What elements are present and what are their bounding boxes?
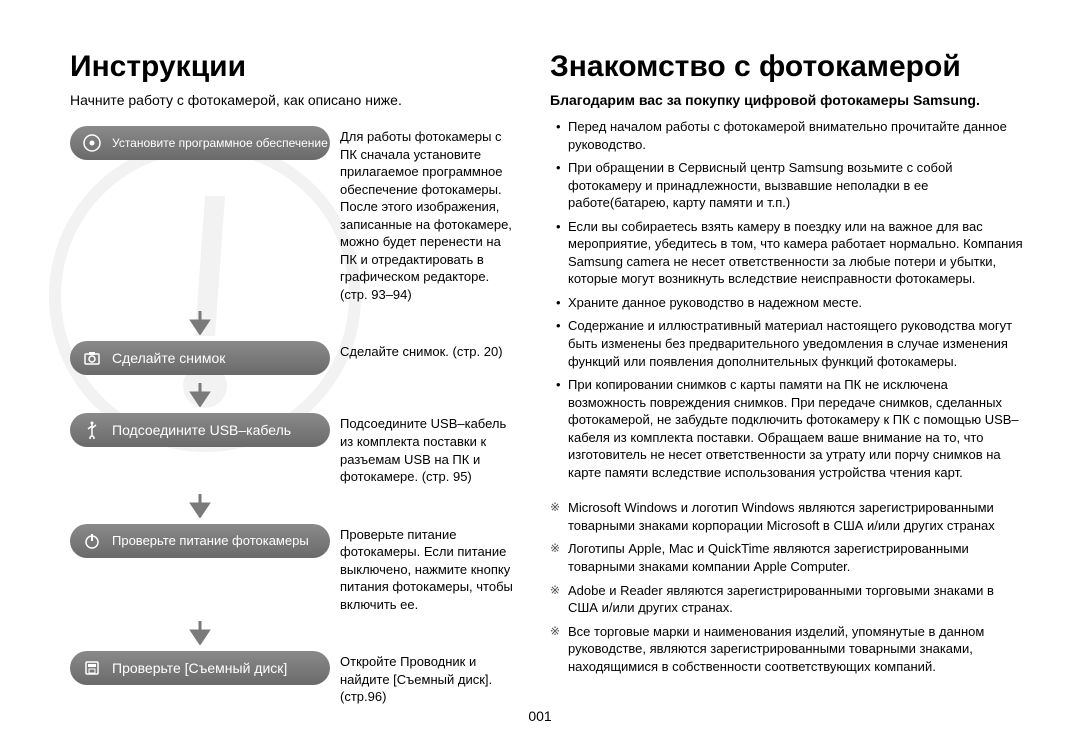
bullet-item: Храните данное руководство в надежном ме… xyxy=(550,294,1025,312)
arrow-row xyxy=(70,309,330,335)
disk-icon xyxy=(82,658,102,678)
note-item: Все торговые марки и наименования издели… xyxy=(550,623,1025,676)
step-desc: Проверьте питание фотокамеры. Если питан… xyxy=(340,524,520,614)
thanks-text: Благодарим вас за покупку цифровой фоток… xyxy=(550,92,1025,108)
step-row: Проверьте питание фотокамеры Проверьте п… xyxy=(70,524,520,614)
step-pill-power: Проверьте питание фотокамеры xyxy=(70,524,330,558)
bullet-item: При обращении в Сервисный центр Samsung … xyxy=(550,159,1025,212)
notes-list: Microsoft Windows и логотип Windows явля… xyxy=(550,499,1025,675)
step-pill-usb: Подсоедините USB–кабель xyxy=(70,413,330,447)
step-desc: Для работы фотокамеры с ПК сначала устан… xyxy=(340,126,520,303)
arrow-down-icon xyxy=(188,492,212,518)
step-desc: Подсоедините USB–кабель из комплекта пос… xyxy=(340,413,520,485)
arrow-row xyxy=(70,492,330,518)
page-root: Инструкции Начните работу с фотокамерой,… xyxy=(0,0,1080,740)
step-row: Установите программное обеспечение Для р… xyxy=(70,126,520,303)
arrow-down-icon xyxy=(188,309,212,335)
note-item: Adobe и Reader являются зарегистрированн… xyxy=(550,582,1025,617)
arrow-row xyxy=(70,619,330,645)
bullet-list: Перед началом работы с фотокамерой внима… xyxy=(550,118,1025,481)
step-desc: Откройте Проводник и найдите [Съемный ди… xyxy=(340,651,520,706)
arrow-row xyxy=(70,381,330,407)
note-item: Логотипы Apple, Mac и QuickTime являются… xyxy=(550,540,1025,575)
left-column: Инструкции Начните работу с фотокамерой,… xyxy=(70,50,520,710)
arrow-down-icon xyxy=(188,381,212,407)
arrow-down-icon xyxy=(188,619,212,645)
page-number: 001 xyxy=(0,708,1080,724)
bullet-item: Содержание и иллюстративный материал нас… xyxy=(550,317,1025,370)
step-pill-disk: Проверьте [Съемный диск] xyxy=(70,651,330,685)
step-row: Проверьте [Съемный диск] Откройте Провод… xyxy=(70,651,520,706)
steps-area: Установите программное обеспечение Для р… xyxy=(70,126,520,706)
power-icon xyxy=(82,531,102,551)
usb-icon xyxy=(82,420,102,440)
step-desc: Сделайте снимок. (стр. 20) xyxy=(340,341,503,361)
step-label: Проверьте [Съемный диск] xyxy=(112,660,287,676)
bullet-item: Перед началом работы с фотокамерой внима… xyxy=(550,118,1025,153)
step-row: Подсоедините USB–кабель Подсоедините USB… xyxy=(70,413,520,485)
step-pill-install: Установите программное обеспечение xyxy=(70,126,330,160)
right-title: Знакомство с фотокамерой xyxy=(550,50,1025,84)
step-pill-shoot: Сделайте снимок xyxy=(70,341,330,375)
step-label: Подсоедините USB–кабель xyxy=(112,422,291,438)
step-label: Сделайте снимок xyxy=(112,350,225,366)
disc-icon xyxy=(82,133,102,153)
camera-icon xyxy=(82,348,102,368)
bullet-item: Если вы собираетесь взять камеру в поезд… xyxy=(550,218,1025,288)
steps-list: Установите программное обеспечение Для р… xyxy=(70,126,520,706)
step-label: Проверьте питание фотокамеры xyxy=(112,533,309,548)
left-subtitle: Начните работу с фотокамерой, как описан… xyxy=(70,92,520,108)
right-column: Знакомство с фотокамерой Благодарим вас … xyxy=(550,50,1025,710)
note-item: Microsoft Windows и логотип Windows явля… xyxy=(550,499,1025,534)
bullet-item: При копировании снимков с карты памяти н… xyxy=(550,376,1025,481)
left-title: Инструкции xyxy=(70,50,520,84)
step-row: Сделайте снимок Сделайте снимок. (стр. 2… xyxy=(70,341,520,375)
step-label: Установите программное обеспечение xyxy=(112,136,328,150)
